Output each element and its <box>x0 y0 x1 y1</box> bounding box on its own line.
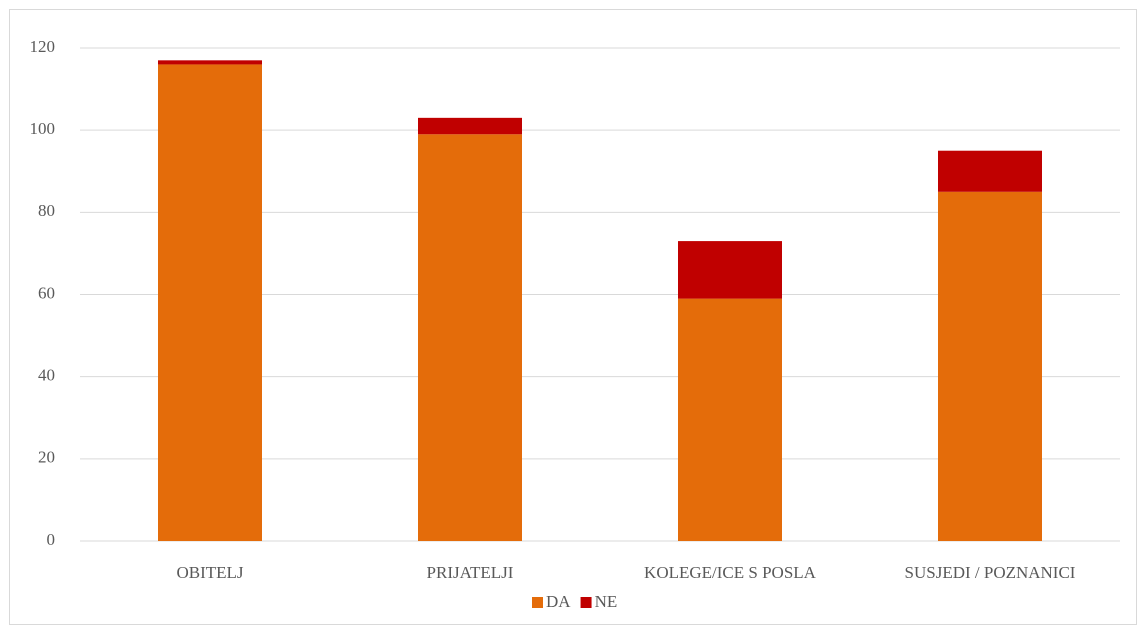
y-tick-label: 80 <box>38 201 55 220</box>
bar-segment <box>938 191 1042 541</box>
legend-label: NE <box>595 592 618 611</box>
bar-segment <box>418 117 522 135</box>
bar-segment <box>158 64 262 541</box>
x-tick-label: SUSJEDI / POZNANICI <box>905 563 1076 582</box>
x-tick-label: KOLEGE/ICE S POSLA <box>644 563 817 582</box>
x-tick-label: PRIJATELJI <box>427 563 514 582</box>
bar-segment <box>678 298 782 541</box>
legend-swatch <box>532 597 543 608</box>
legend-label: DA <box>546 592 571 611</box>
y-tick-label: 100 <box>30 119 56 138</box>
bar-segment <box>158 60 262 65</box>
legend-swatch <box>580 597 592 608</box>
bar-segment <box>418 134 522 541</box>
bar-segment <box>678 241 782 299</box>
y-tick-label: 20 <box>38 448 55 467</box>
y-tick-label: 60 <box>38 283 55 302</box>
y-tick-label: 40 <box>38 366 55 385</box>
y-tick-label: 0 <box>47 530 56 549</box>
bar-segment <box>938 150 1042 192</box>
y-tick-label: 120 <box>30 37 56 56</box>
x-tick-label: OBITELJ <box>176 563 243 582</box>
